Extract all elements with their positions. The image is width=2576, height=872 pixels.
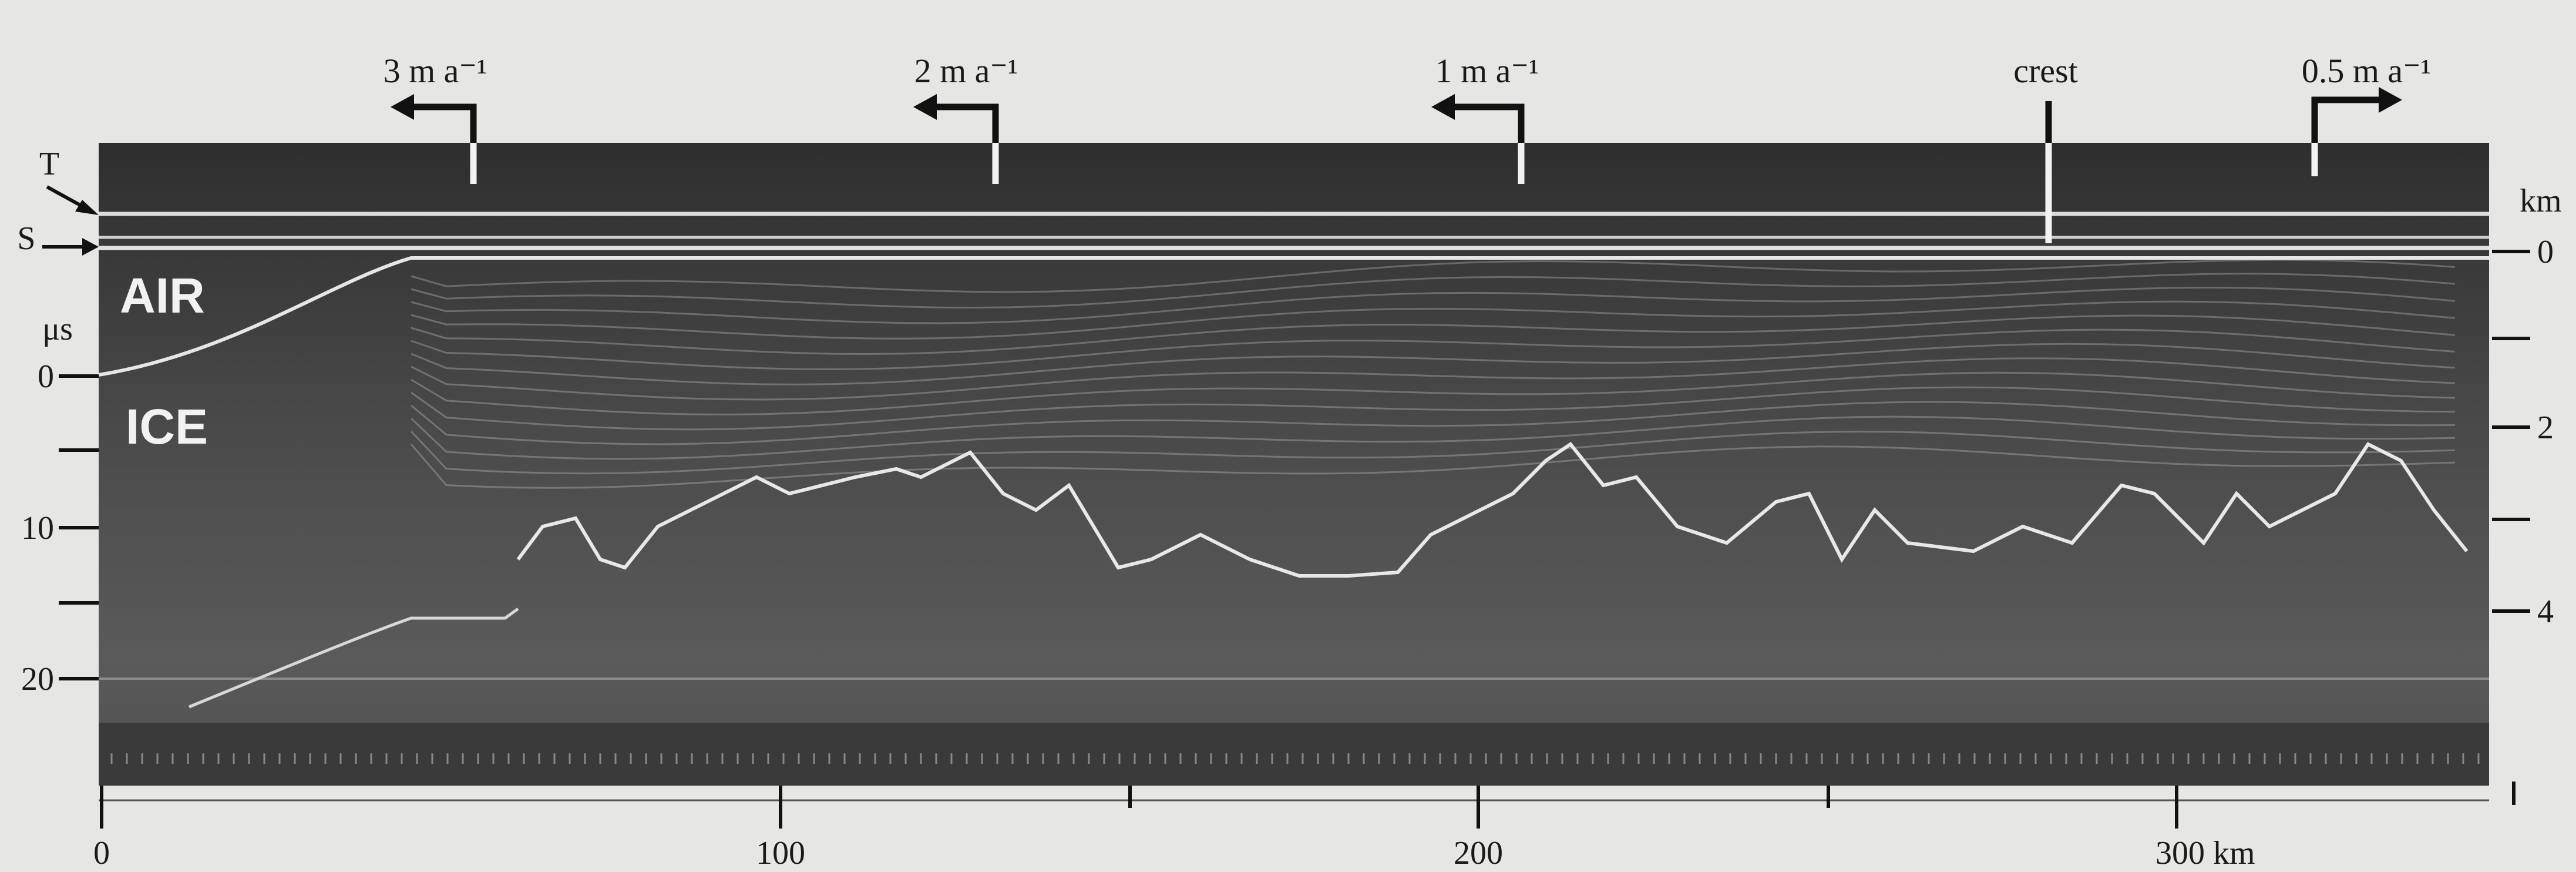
arrowhead [2379, 87, 2402, 113]
right-tick-label: 0 [2537, 234, 2554, 270]
top-label: 2 m a⁻¹ [914, 52, 1018, 90]
top-label: 1 m a⁻¹ [1435, 52, 1539, 90]
arrowhead [1431, 94, 1455, 120]
arrowhead [391, 94, 414, 120]
top-label: crest [2013, 52, 2078, 90]
marker-arrowhead [82, 238, 99, 256]
bottom-axis [99, 782, 2514, 829]
marker-arrowhead [75, 200, 99, 215]
bottom-band [99, 723, 2489, 786]
arrowhead [913, 94, 937, 120]
figure: 3 m a⁻¹ 2 m a⁻¹ 1 m a⁻¹ crest 0.5 m a⁻¹ … [0, 0, 2576, 872]
bottom-tick-label: 100 [756, 835, 805, 871]
top-label: 3 m a⁻¹ [384, 52, 487, 90]
top-label: 0.5 m a⁻¹ [2302, 52, 2431, 90]
bottom-tick-label: 300 km [2155, 835, 2255, 871]
marker-label: S [17, 220, 35, 257]
bottom-tick-label: 200 [1454, 835, 1503, 871]
marker-label: T [39, 146, 59, 182]
left-ticks [59, 376, 99, 679]
right-tick-label: 2 [2537, 410, 2554, 446]
right-axis-unit: km [2520, 183, 2562, 219]
left-tick-label: 10 [21, 510, 54, 546]
region-label: AIR [120, 268, 205, 323]
left-tick-label: 20 [21, 661, 54, 697]
right-ticks [2492, 251, 2530, 611]
bottom-tick-label: 0 [93, 835, 110, 871]
region-label: ICE [126, 399, 208, 454]
right-tick-label: 4 [2537, 593, 2554, 630]
arrowheads [391, 87, 2402, 120]
left-tick-label: 0 [38, 358, 54, 395]
left-axis-unit: μs [42, 311, 73, 347]
echogram-panel [99, 143, 2489, 786]
